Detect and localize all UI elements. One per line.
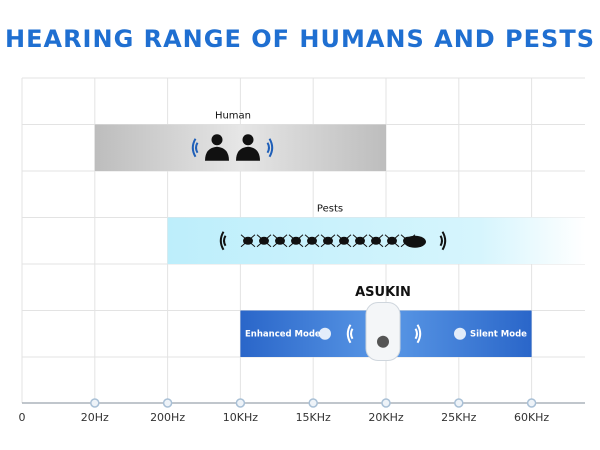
mode-label: Silent Mode <box>470 329 527 339</box>
sound-wave <box>346 324 352 344</box>
pest-icon <box>288 234 304 248</box>
mode-icon <box>319 327 331 340</box>
pest-icon <box>240 234 256 248</box>
x-tick-label: 25KHz <box>441 411 476 424</box>
tick-mark <box>90 398 100 408</box>
x-tick-label: 200Hz <box>150 411 185 424</box>
x-tick-label: 20KHz <box>368 411 403 424</box>
tick-mark <box>162 398 173 408</box>
device-button <box>377 335 389 348</box>
mode-icon <box>454 327 466 340</box>
range-bar <box>94 124 387 171</box>
mode-label: Enhanced Mode <box>245 329 321 339</box>
pest-icon <box>336 234 352 248</box>
pest-icon <box>352 234 368 248</box>
x-tick-label: 0 <box>19 411 26 424</box>
pest-icon <box>368 234 384 248</box>
sound-wave <box>195 142 199 154</box>
sound-wave <box>268 138 274 158</box>
sound-wave <box>266 142 270 154</box>
sound-wave <box>416 324 422 344</box>
x-tick-label: 15KHz <box>296 411 331 424</box>
tick-mark <box>235 398 246 408</box>
person-icon <box>242 134 254 146</box>
pest-icon <box>304 234 320 248</box>
pest-icon <box>256 234 272 248</box>
person-icon <box>236 146 260 161</box>
chart-title: HEARING RANGE OF HUMANS AND PESTS <box>5 25 595 53</box>
sound-wave <box>441 231 447 251</box>
pest-icon <box>320 234 336 248</box>
sound-wave <box>191 138 197 158</box>
sound-wave <box>414 328 418 340</box>
person-icon <box>205 146 229 161</box>
sound-wave <box>219 231 225 251</box>
sound-wave <box>350 328 354 340</box>
x-tick-label: 10KHz <box>223 411 258 424</box>
sound-wave <box>439 235 443 247</box>
device <box>365 302 401 361</box>
x-tick-label: 60KHz <box>514 411 549 424</box>
tick-mark <box>308 398 318 408</box>
tick-mark <box>454 398 464 408</box>
series-label: Human <box>215 111 251 122</box>
tick-mark <box>526 398 537 408</box>
series-label: Pests <box>317 204 343 215</box>
tick-mark <box>381 398 391 408</box>
sound-wave <box>223 235 227 247</box>
pest-icon <box>404 235 426 248</box>
pest-icon <box>384 234 400 248</box>
series-label: ASUKIN <box>355 285 411 300</box>
pest-icon <box>272 234 288 248</box>
person-icon <box>211 134 223 146</box>
x-tick-label: 20Hz <box>81 411 109 424</box>
